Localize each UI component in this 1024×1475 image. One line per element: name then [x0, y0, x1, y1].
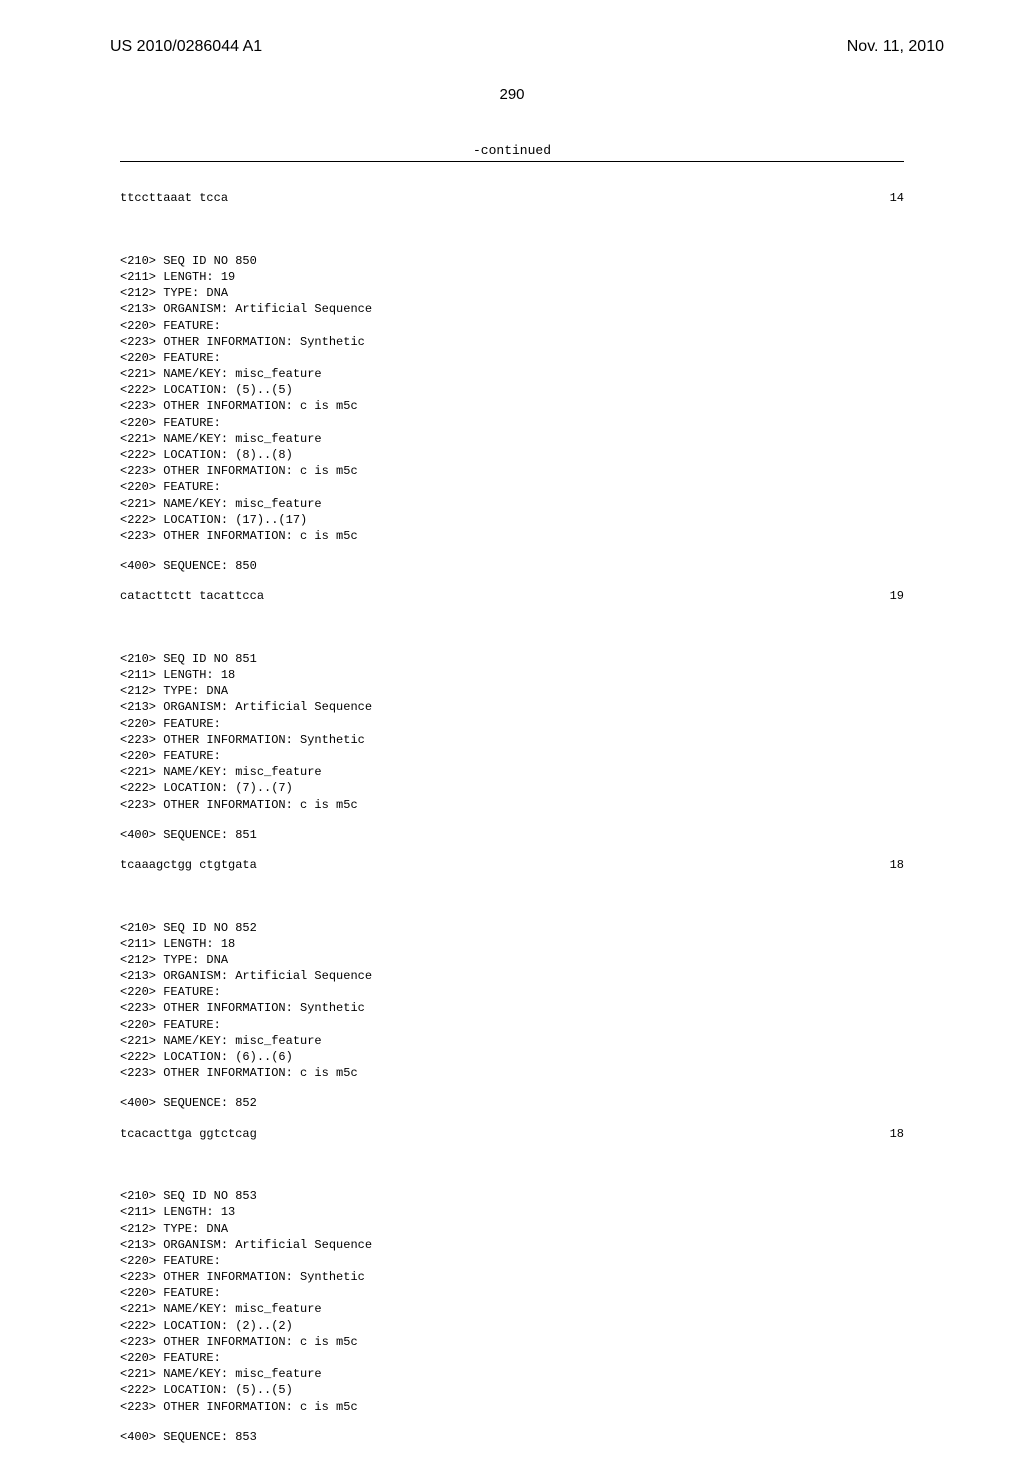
entry-line: <212> TYPE: DNA — [120, 683, 904, 699]
sequence-text: tcaaagctgg ctgtgata — [120, 857, 257, 873]
entry-line: <223> OTHER INFORMATION: Synthetic — [120, 1000, 904, 1016]
entry-line: <220> FEATURE: — [120, 479, 904, 495]
entry-line: <223> OTHER INFORMATION: c is m5c — [120, 797, 904, 813]
entry-line: <213> ORGANISM: Artificial Sequence — [120, 968, 904, 984]
entry-line: <221> NAME/KEY: misc_feature — [120, 496, 904, 512]
entry-line: <220> FEATURE: — [120, 350, 904, 366]
sequence-entry: <210> SEQ ID NO 850<211> LENGTH: 19<212>… — [120, 253, 904, 544]
entry-line: <223> OTHER INFORMATION: c is m5c — [120, 463, 904, 479]
sequence-result-row: catacttctt tacattcca 19 — [120, 588, 904, 604]
entry-line: <212> TYPE: DNA — [120, 1221, 904, 1237]
entry-line: <220> FEATURE: — [120, 318, 904, 334]
sequence-result-row: tcaaagctgg ctgtgata 18 — [120, 857, 904, 873]
entry-line: <221> NAME/KEY: misc_feature — [120, 431, 904, 447]
publication-number: US 2010/0286044 A1 — [110, 38, 262, 56]
sequence-length: 14 — [864, 190, 904, 206]
entry-line: <223> OTHER INFORMATION: c is m5c — [120, 1399, 904, 1415]
sequence-entry: <210> SEQ ID NO 851<211> LENGTH: 18<212>… — [120, 651, 904, 813]
entry-line: <222> LOCATION: (5)..(5) — [120, 1382, 904, 1398]
publication-date: Nov. 11, 2010 — [847, 38, 944, 56]
entry-line: <220> FEATURE: — [120, 1350, 904, 1366]
page-number: 290 — [0, 86, 1024, 103]
entry-line: <211> LENGTH: 13 — [120, 1204, 904, 1220]
entry-line: <221> NAME/KEY: misc_feature — [120, 764, 904, 780]
page-header: US 2010/0286044 A1 Nov. 11, 2010 — [0, 0, 1024, 56]
sequence-length: 18 — [864, 857, 904, 873]
entry-line: <223> OTHER INFORMATION: c is m5c — [120, 1065, 904, 1081]
entry-line: <222> LOCATION: (8)..(8) — [120, 447, 904, 463]
entry-line: <223> OTHER INFORMATION: c is m5c — [120, 1334, 904, 1350]
entry-line: <220> FEATURE: — [120, 1017, 904, 1033]
entry-line: <220> FEATURE: — [120, 1285, 904, 1301]
entry-line: <221> NAME/KEY: misc_feature — [120, 366, 904, 382]
entry-line: <220> FEATURE: — [120, 984, 904, 1000]
entry-line: <211> LENGTH: 18 — [120, 936, 904, 952]
sequence-result-row: tcacacttga ggtctcag 18 — [120, 1126, 904, 1142]
entry-line: <221> NAME/KEY: misc_feature — [120, 1033, 904, 1049]
sequence-text: catacttctt tacattcca — [120, 588, 264, 604]
sequence-header-line: <400> SEQUENCE: 853 — [120, 1429, 904, 1445]
entry-line: <210> SEQ ID NO 851 — [120, 651, 904, 667]
sequence-text: ttccttaaat tcca — [120, 190, 228, 206]
entry-line: <212> TYPE: DNA — [120, 285, 904, 301]
entry-line: <223> OTHER INFORMATION: Synthetic — [120, 334, 904, 350]
entry-line: <222> LOCATION: (17)..(17) — [120, 512, 904, 528]
entry-line: <223> OTHER INFORMATION: c is m5c — [120, 528, 904, 544]
entry-line: <212> TYPE: DNA — [120, 952, 904, 968]
entry-line: <220> FEATURE: — [120, 415, 904, 431]
sequence-listing-content: ttccttaaat tcca14 <210> SEQ ID NO 850<21… — [0, 162, 1024, 1475]
entry-line: <211> LENGTH: 18 — [120, 667, 904, 683]
entry-line: <222> LOCATION: (7)..(7) — [120, 780, 904, 796]
entry-line: <213> ORGANISM: Artificial Sequence — [120, 301, 904, 317]
entry-line: <210> SEQ ID NO 852 — [120, 920, 904, 936]
entry-line: <222> LOCATION: (5)..(5) — [120, 382, 904, 398]
entry-line: <213> ORGANISM: Artificial Sequence — [120, 1237, 904, 1253]
entry-line: <223> OTHER INFORMATION: Synthetic — [120, 1269, 904, 1285]
entry-line: <222> LOCATION: (6)..(6) — [120, 1049, 904, 1065]
entry-line: <210> SEQ ID NO 853 — [120, 1188, 904, 1204]
entry-line: <220> FEATURE: — [120, 1253, 904, 1269]
sequence-entry: <210> SEQ ID NO 853<211> LENGTH: 13<212>… — [120, 1188, 904, 1415]
entry-line: <213> ORGANISM: Artificial Sequence — [120, 699, 904, 715]
sequence-length: 18 — [864, 1126, 904, 1142]
entry-line: <220> FEATURE: — [120, 748, 904, 764]
entry-line: <210> SEQ ID NO 850 — [120, 253, 904, 269]
sequence-header-line: <400> SEQUENCE: 850 — [120, 558, 904, 574]
entry-line: <223> OTHER INFORMATION: c is m5c — [120, 398, 904, 414]
entry-line: <222> LOCATION: (2)..(2) — [120, 1318, 904, 1334]
sequence-entry: <210> SEQ ID NO 852<211> LENGTH: 18<212>… — [120, 920, 904, 1082]
entry-line: <220> FEATURE: — [120, 716, 904, 732]
sequence-length: 19 — [864, 588, 904, 604]
entry-line: <223> OTHER INFORMATION: Synthetic — [120, 732, 904, 748]
entry-line: <221> NAME/KEY: misc_feature — [120, 1301, 904, 1317]
sequence-header-line: <400> SEQUENCE: 852 — [120, 1095, 904, 1111]
sequence-result-row: ttccttaaat tcca 14 — [120, 190, 904, 206]
continued-label: -continued — [0, 143, 1024, 158]
entry-line: <211> LENGTH: 19 — [120, 269, 904, 285]
sequence-text: tcacacttga ggtctcag — [120, 1126, 257, 1142]
entry-line: <221> NAME/KEY: misc_feature — [120, 1366, 904, 1382]
sequence-header-line: <400> SEQUENCE: 851 — [120, 827, 904, 843]
